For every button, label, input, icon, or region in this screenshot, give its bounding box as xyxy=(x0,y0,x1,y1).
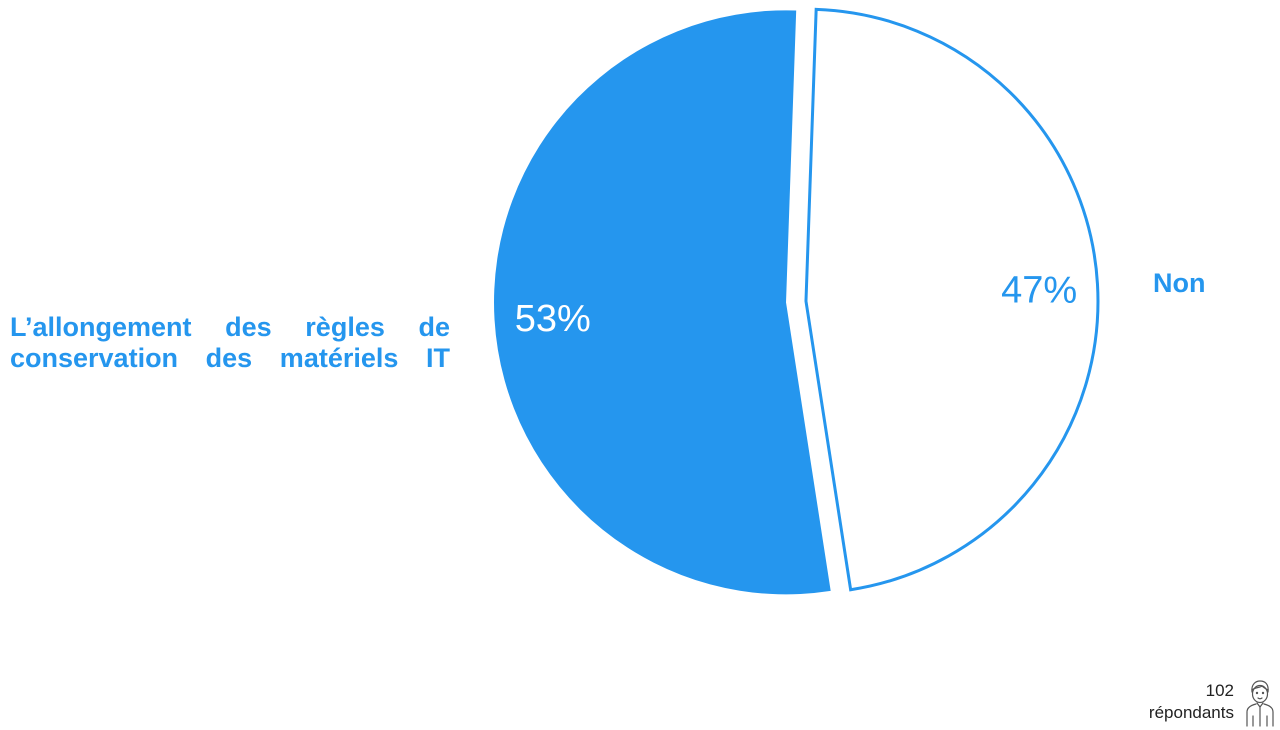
slice-label-allongement: L’allongement des règles de conservation… xyxy=(10,312,450,374)
slice-label-line-2: conservation des matériels IT xyxy=(10,343,450,373)
respondent-caption: répondants xyxy=(1148,703,1234,722)
person-icon xyxy=(1246,680,1274,727)
slice-label-non: Non xyxy=(1153,268,1206,298)
slice-label-line-1: L’allongement des règles de xyxy=(10,312,450,342)
pie-slice-1 xyxy=(494,10,831,595)
respondent-number: 102 xyxy=(1205,681,1234,700)
pie-slice-2 xyxy=(804,7,1100,592)
slice-value-label-2: 47% xyxy=(1001,269,1077,311)
respondent-count: 102 répondants xyxy=(1149,680,1234,724)
slice-value-label-1: 53% xyxy=(515,298,591,340)
